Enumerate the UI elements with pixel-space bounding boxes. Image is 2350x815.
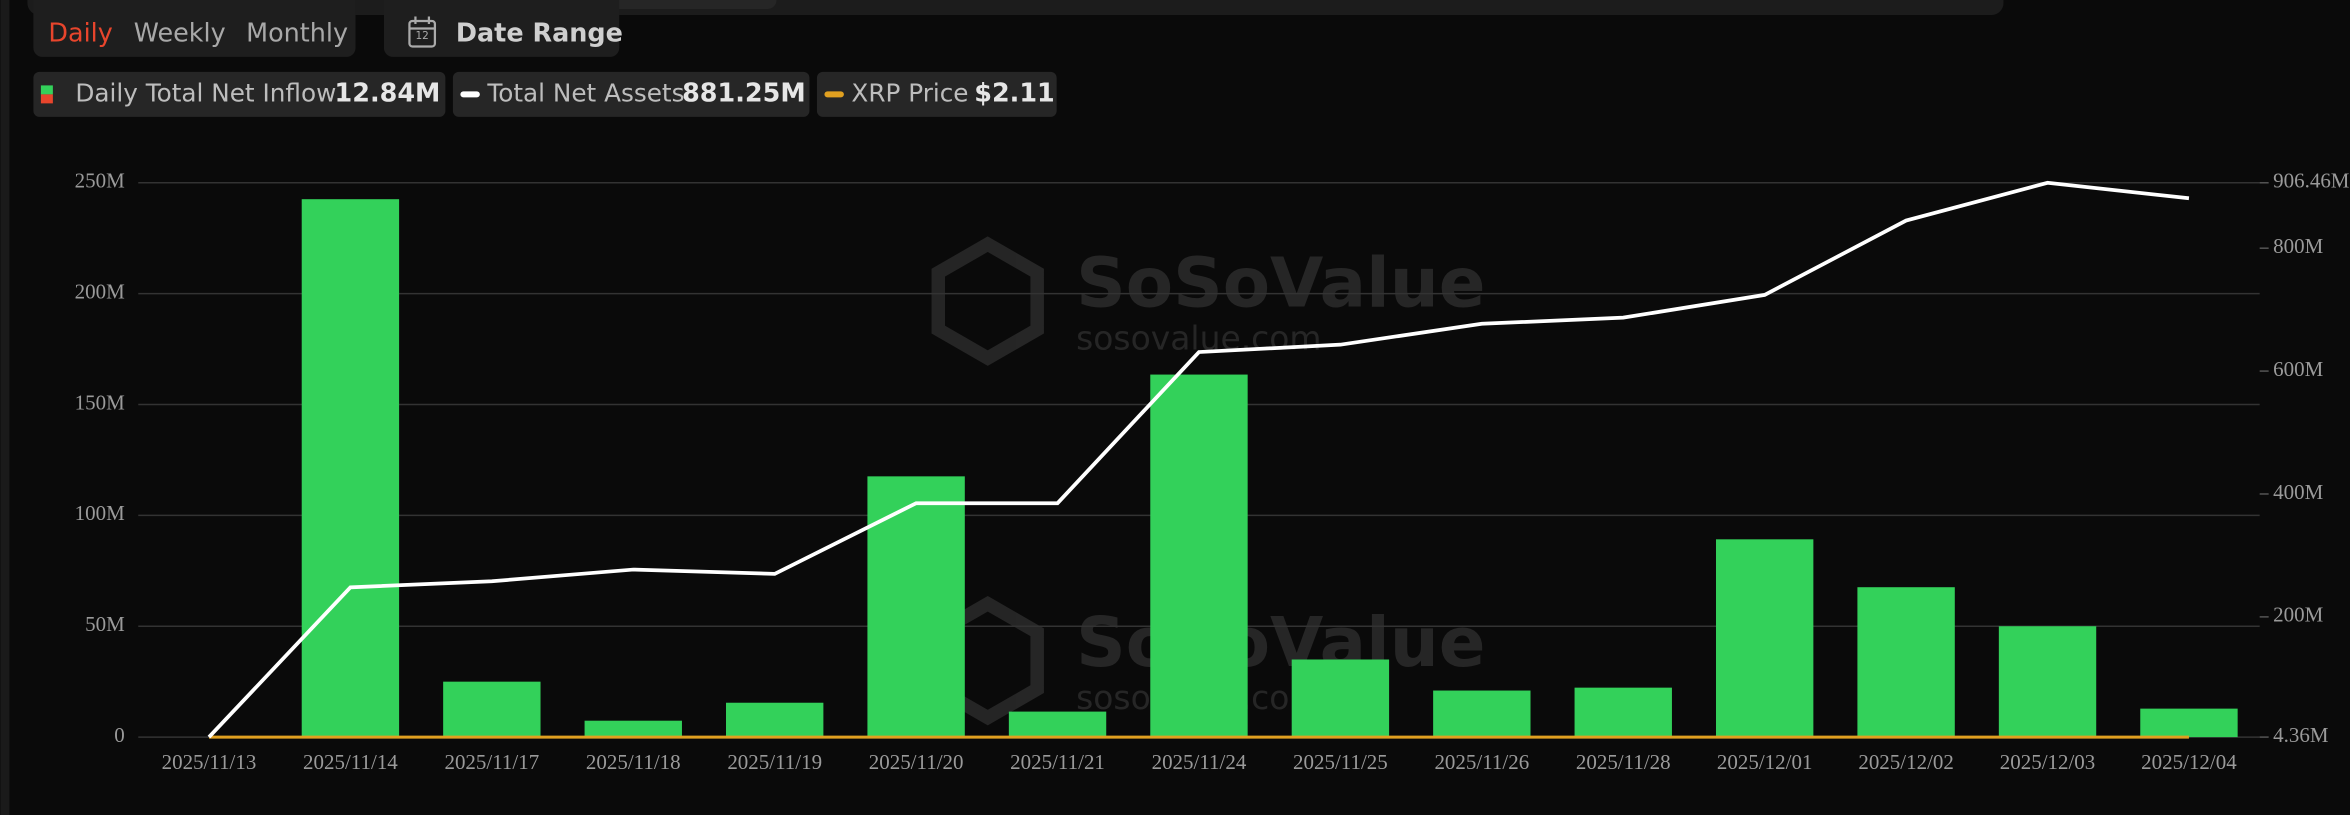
y2-tick-label: 200M — [2273, 603, 2323, 627]
legend-value: 881.25M — [682, 78, 806, 108]
bar — [1291, 659, 1390, 738]
y2-tick-label: 400M — [2273, 480, 2323, 504]
tab[interactable]: Weekly — [134, 18, 226, 48]
x-tick-label: 2025/11/25 — [1293, 750, 1388, 774]
bar — [1574, 687, 1672, 738]
bar — [1998, 626, 2097, 738]
line — [207, 180, 2190, 739]
y-tick-label: 0 — [114, 723, 124, 747]
calendar-day: 12 — [416, 30, 429, 42]
x-tick-label: 2025/11/28 — [1576, 750, 1671, 774]
tab[interactable]: Daily — [48, 18, 112, 48]
date-range-button[interactable] — [383, 0, 620, 57]
y-tick-label: 150M — [75, 390, 125, 414]
side-edge — [0, 0, 10, 815]
y-tick-label: 250M — [75, 169, 125, 193]
calendar-icon — [408, 16, 437, 48]
legend-swatch — [824, 91, 844, 98]
x-tick-label: 2025/11/17 — [444, 750, 539, 774]
bar — [726, 702, 824, 738]
tab[interactable]: Monthly — [246, 18, 348, 48]
x-tick-label: 2025/11/14 — [303, 750, 398, 774]
legend-label: Total Net Assets — [486, 78, 684, 107]
x-tick-label: 2025/11/24 — [1152, 750, 1247, 774]
y-tick-label: 200M — [75, 279, 125, 303]
y-tick-label: 100M — [75, 501, 125, 525]
tab-group — [33, 0, 356, 57]
watermark-brand: SoSoValue — [1076, 244, 1485, 324]
bar — [1857, 587, 1955, 738]
watermark-logo — [931, 236, 1044, 366]
bar — [1008, 711, 1107, 738]
x-tick-label: 2025/12/03 — [2000, 750, 2096, 774]
x-tick-label: 2025/11/20 — [869, 750, 964, 774]
bar — [443, 681, 541, 738]
x-tick-label: 2025/12/01 — [1717, 750, 1813, 774]
legend-value: 12.84M — [335, 78, 441, 108]
x-tick-label: 2025/11/19 — [727, 750, 822, 774]
legend-label: XRP Price — [851, 78, 968, 107]
x-tick-label: 2025/12/04 — [2141, 750, 2237, 774]
legend-swatch — [40, 94, 53, 104]
bar — [1433, 690, 1531, 738]
legend-chip — [33, 71, 446, 117]
legend-value: $2.11 — [974, 78, 1055, 108]
x-tick-label: 2025/11/18 — [586, 750, 681, 774]
x-tick-label: 2025/12/02 — [1858, 750, 1954, 774]
bar — [584, 720, 682, 738]
x-tick-label: 2025/11/21 — [1010, 750, 1105, 774]
legend-label: Daily Total Net Inflow — [75, 78, 336, 107]
y2-tick-label: 800M — [2273, 234, 2323, 258]
x-tick-label: 2025/11/13 — [162, 750, 257, 774]
bar — [867, 476, 965, 738]
legend-chip — [816, 71, 1057, 117]
bar — [1715, 539, 1814, 738]
legend-chip — [452, 71, 810, 117]
bar — [1150, 374, 1248, 738]
legend-swatch — [460, 91, 480, 98]
y2-tick-label: 4.36M — [2273, 723, 2329, 747]
legend-swatch — [40, 85, 53, 95]
y2-tick-label: 600M — [2273, 357, 2323, 381]
bar — [2140, 708, 2238, 738]
y2-tick-label: 906.46M — [2273, 169, 2350, 193]
watermark-brand: SoSoValue — [1076, 603, 1485, 683]
y-tick-label: 50M — [85, 612, 125, 636]
date-range-label[interactable]: Date Range — [456, 18, 623, 48]
x-tick-label: 2025/11/26 — [1434, 750, 1529, 774]
bar — [301, 199, 400, 738]
